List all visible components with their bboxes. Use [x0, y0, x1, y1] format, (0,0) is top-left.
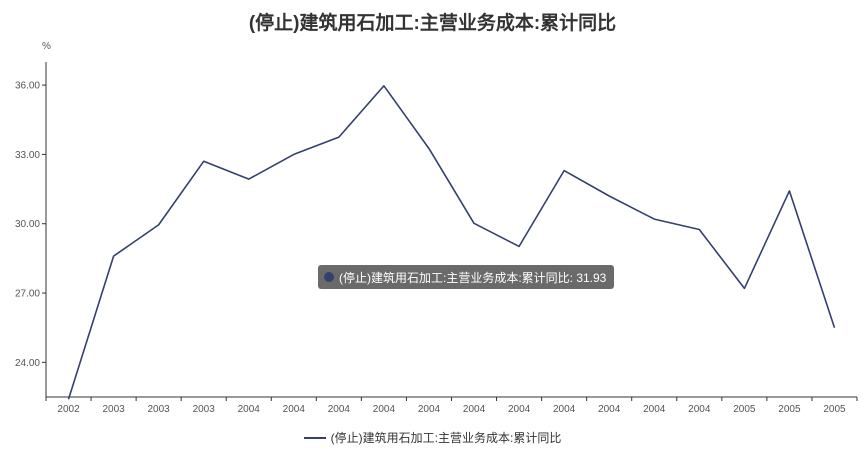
x-tick-label: 2004	[553, 404, 576, 415]
x-tick-label: 2002	[57, 404, 80, 415]
chart-title: (停止)建筑用石加工:主营业务成本:累计同比	[248, 13, 617, 34]
x-tick-label: 2004	[643, 404, 666, 415]
legend[interactable]: (停止)建筑用石加工:主营业务成本:累计同比	[0, 429, 865, 446]
legend-line-swatch	[303, 436, 326, 439]
x-tick-label: 2004	[463, 404, 486, 415]
tooltip-series-dot	[324, 272, 334, 282]
legend-label[interactable]: (停止)建筑用石加工:主营业务成本:累计同比	[330, 431, 562, 445]
y-tick-label: 30.00	[15, 219, 40, 230]
series-line	[67, 85, 836, 400]
x-tick-label: 2004	[418, 404, 441, 415]
x-tick-label: 2003	[193, 404, 216, 415]
y-axis-ticks: 24.00 27.00 30.00 33.00 36.00	[15, 81, 46, 369]
x-tick-label: 2003	[102, 404, 125, 415]
tooltip: (停止)建筑用石加工:主营业务成本:累计同比: 31.93	[318, 265, 615, 289]
y-tick-label: 24.00	[15, 358, 40, 369]
x-tick-label: 2004	[688, 404, 711, 415]
tooltip-text: (停止)建筑用石加工:主营业务成本:累计同比: 31.93	[339, 270, 607, 285]
y-tick-label: 36.00	[15, 81, 40, 92]
x-tick-label: 2004	[283, 404, 306, 415]
series-layer	[67, 85, 836, 400]
x-tick-label: 2004	[328, 404, 351, 415]
x-tick-label: 2005	[733, 404, 756, 415]
x-tick-label: 2004	[598, 404, 621, 415]
axes	[45, 62, 857, 398]
y-tick-label: 33.00	[15, 150, 40, 161]
y-tick-label: 27.00	[15, 289, 40, 300]
y-axis-unit-label: %	[42, 41, 51, 52]
x-tick-label: 2005	[778, 404, 801, 415]
x-tick-label: 2004	[238, 404, 261, 415]
x-tick-label: 2003	[148, 404, 171, 415]
x-tick-label: 2005	[823, 404, 846, 415]
x-tick-label: 2004	[508, 404, 531, 415]
x-axis-ticks: 2002 2003 2003 2003 2004 2004 2004 2004 2004 2004…	[45, 397, 858, 415]
x-tick-label: 2004	[373, 404, 396, 415]
